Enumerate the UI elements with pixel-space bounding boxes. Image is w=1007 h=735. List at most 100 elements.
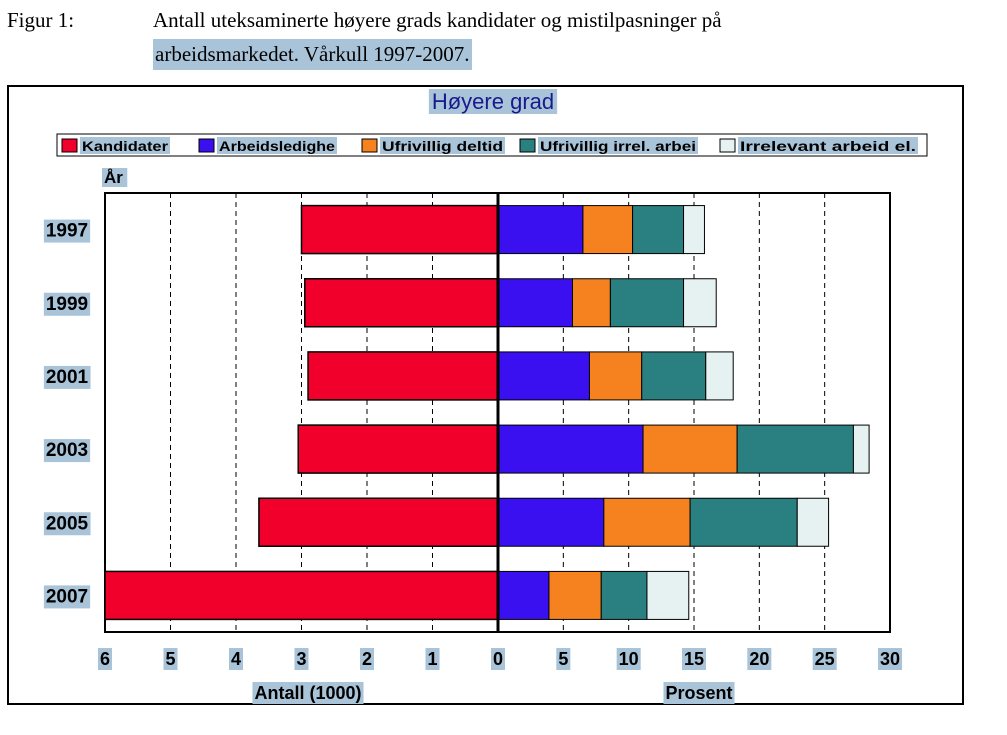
category-label: 2007 bbox=[46, 586, 88, 607]
legend-swatch bbox=[61, 138, 78, 153]
left-axis-title-group: Antall (1000) bbox=[252, 682, 364, 704]
axis-title-background bbox=[252, 682, 364, 704]
axis-title-background bbox=[663, 682, 735, 704]
category-label-background bbox=[43, 439, 91, 463]
legend-label-background bbox=[80, 137, 170, 154]
category-label: 2003 bbox=[46, 440, 88, 461]
bar-segment bbox=[588, 351, 643, 401]
left-tick-label: 4 bbox=[231, 649, 241, 669]
bar-kandidater bbox=[297, 424, 499, 474]
category-labels: 1997 1999 2001 2003 2005 2007 bbox=[43, 219, 91, 609]
caption-line-1: Antall uteksaminerte høyere grads kandid… bbox=[153, 8, 722, 32]
category-label: 1997 bbox=[46, 221, 88, 242]
tick-label-background bbox=[228, 648, 244, 670]
bar-kandidater bbox=[304, 278, 499, 328]
right-tick-label: 15 bbox=[684, 649, 704, 669]
bar-segment bbox=[497, 424, 644, 474]
right-tick-label: 25 bbox=[815, 649, 835, 669]
chart-title: Høyere grad bbox=[432, 89, 554, 114]
right-tick-label-group: 25 bbox=[812, 648, 837, 670]
left-tick-label-group: 2 bbox=[359, 648, 375, 670]
chart-frame bbox=[7, 85, 964, 705]
tick-label-background bbox=[163, 648, 178, 670]
y-axis-title-group: År bbox=[102, 168, 128, 187]
legend-swatch bbox=[519, 138, 536, 153]
bar-kandidater bbox=[258, 497, 499, 547]
left-tick-label: 2 bbox=[362, 649, 372, 669]
legend-label-background bbox=[738, 137, 918, 154]
y-axis-title: År bbox=[104, 168, 123, 187]
tick-labels: 6 5 4 3 2 1 0 5 10 15 20 25 30 bbox=[97, 648, 903, 670]
legend-label-background bbox=[380, 137, 505, 154]
right-tick-label-group: 10 bbox=[616, 648, 641, 670]
right-tick-label: 20 bbox=[749, 649, 769, 669]
tick-label-background bbox=[359, 648, 375, 670]
right-tick-label: 5 bbox=[558, 649, 568, 669]
bar-segment bbox=[603, 497, 691, 547]
bar-segment bbox=[736, 424, 854, 474]
bar-kandidater bbox=[300, 204, 499, 255]
category-label-group: 2007 bbox=[43, 585, 91, 609]
right-axis-title: Prosent bbox=[665, 683, 732, 703]
chart-title-group: Høyere grad bbox=[428, 89, 558, 114]
left-tick-label-group: 0 bbox=[490, 648, 506, 670]
bar-segment bbox=[571, 278, 611, 328]
bar-segment bbox=[600, 570, 648, 620]
tick-label-background bbox=[747, 648, 772, 670]
tick-label-background bbox=[681, 648, 707, 670]
left-axis-title: Antall (1000) bbox=[254, 683, 361, 703]
left-tick-label-group: 5 bbox=[163, 648, 178, 670]
bar-kandidater bbox=[104, 570, 499, 621]
legend-swatch bbox=[719, 138, 736, 153]
legend-label-background bbox=[538, 137, 698, 154]
left-tick-label: 6 bbox=[100, 649, 110, 669]
axis-titles: Antall (1000) Prosent bbox=[252, 682, 735, 704]
bar-kandidater bbox=[307, 351, 499, 401]
category-label-group: 1997 bbox=[43, 219, 91, 243]
chart-title-background bbox=[428, 89, 558, 114]
bar-segment bbox=[497, 497, 605, 547]
bar-segment bbox=[852, 424, 870, 474]
tick-label-background bbox=[812, 648, 837, 670]
y-axis-title-background bbox=[102, 168, 128, 187]
category-label-background bbox=[43, 365, 91, 389]
bar-segment bbox=[497, 205, 584, 255]
left-tick-label: 3 bbox=[296, 649, 306, 669]
category-label-group: 2001 bbox=[43, 365, 91, 389]
legend-label: Kandidater bbox=[82, 138, 169, 154]
category-label-group: 1999 bbox=[43, 292, 91, 316]
bar-segment bbox=[683, 278, 717, 328]
legend-swatch bbox=[198, 138, 215, 153]
tick-label-background bbox=[425, 648, 440, 670]
category-label-background bbox=[43, 292, 91, 316]
caption-line-2: arbeidsmarkedet. Vårkull 1997-2007. bbox=[153, 39, 472, 70]
right-tick-label-group: 30 bbox=[877, 648, 903, 670]
bar-segment bbox=[582, 205, 634, 255]
right-tick-label: 10 bbox=[619, 649, 639, 669]
category-label-background bbox=[43, 512, 91, 536]
tick-label-background bbox=[97, 648, 113, 670]
bar-segment bbox=[796, 497, 830, 547]
bar-segment bbox=[683, 205, 705, 255]
bar-segment bbox=[609, 278, 685, 328]
right-tick-label-group: 5 bbox=[556, 648, 571, 670]
left-tick-label-group: 6 bbox=[97, 648, 113, 670]
right-tick-label-group: 15 bbox=[681, 648, 707, 670]
left-tick-label-group: 1 bbox=[425, 648, 440, 670]
category-label-group: 2003 bbox=[43, 439, 91, 463]
bar-segment bbox=[632, 205, 685, 255]
left-tick-label: 5 bbox=[165, 649, 175, 669]
legend-swatch bbox=[361, 138, 378, 153]
category-label: 2005 bbox=[46, 513, 89, 534]
bar-segment bbox=[641, 351, 707, 401]
bar-segment bbox=[646, 570, 690, 620]
legend-label: Irrelevant arbeid el. bbox=[740, 138, 916, 154]
bar-segment bbox=[497, 570, 550, 620]
right-tick-label: 30 bbox=[880, 649, 900, 669]
category-label: 1999 bbox=[46, 294, 88, 315]
right-axis-title-group: Prosent bbox=[663, 682, 735, 704]
bars bbox=[104, 204, 870, 621]
bar-segment bbox=[689, 497, 798, 547]
right-tick-label-group: 20 bbox=[747, 648, 772, 670]
